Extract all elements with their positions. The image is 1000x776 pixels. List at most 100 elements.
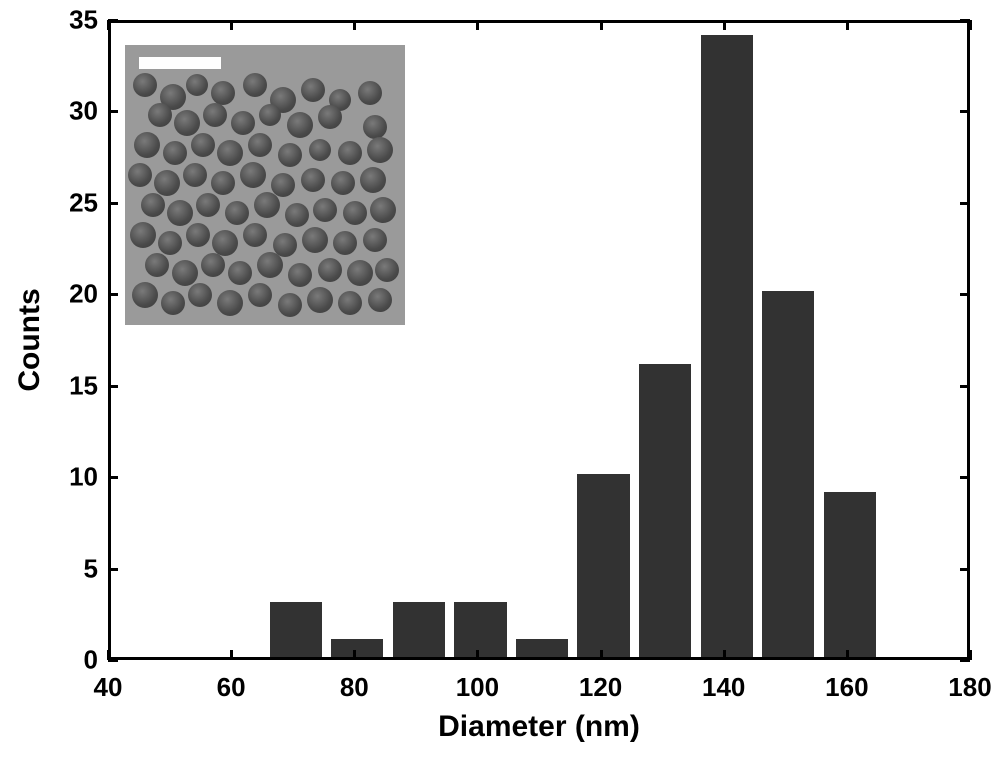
y-tick-right xyxy=(960,19,970,22)
nanoparticle xyxy=(158,231,182,255)
nanoparticle xyxy=(203,103,227,127)
x-tick-top xyxy=(723,20,726,30)
x-tick-top xyxy=(476,20,479,30)
nanoparticle xyxy=(201,253,225,277)
nanoparticle xyxy=(307,287,333,313)
nanoparticle xyxy=(186,74,208,96)
x-tick-label: 120 xyxy=(579,672,622,703)
nanoparticle xyxy=(331,171,355,195)
x-tick xyxy=(230,650,233,660)
nanoparticle xyxy=(183,163,207,187)
x-tick-top xyxy=(230,20,233,30)
y-tick-right xyxy=(960,202,970,205)
nanoparticle xyxy=(188,283,212,307)
nanoparticle xyxy=(271,173,295,197)
figure-container: Counts Diameter (nm) 4060801001201401601… xyxy=(0,0,1000,776)
x-tick-top xyxy=(353,20,356,30)
nanoparticle xyxy=(217,290,243,316)
nanoparticle xyxy=(186,223,210,247)
nanoparticle xyxy=(132,282,158,308)
nanoparticle xyxy=(259,104,281,126)
x-tick xyxy=(846,650,849,660)
nanoparticle xyxy=(367,137,393,163)
y-tick xyxy=(108,110,118,113)
nanoparticle xyxy=(278,293,302,317)
nanoparticle xyxy=(370,197,396,223)
nanoparticle xyxy=(363,228,387,252)
nanoparticle xyxy=(254,192,280,218)
x-tick xyxy=(600,650,603,660)
nanoparticle xyxy=(167,200,193,226)
x-tick-label: 40 xyxy=(94,672,123,703)
nanoparticle xyxy=(211,81,235,105)
nanoparticle xyxy=(358,81,382,105)
x-axis-label: Diameter (nm) xyxy=(438,710,640,744)
y-tick-label: 0 xyxy=(58,645,98,676)
histogram-bar xyxy=(454,602,506,657)
y-tick xyxy=(108,202,118,205)
y-tick xyxy=(108,476,118,479)
nanoparticle xyxy=(333,231,357,255)
nanoparticle xyxy=(228,261,252,285)
y-tick-label: 20 xyxy=(58,279,98,310)
x-tick-label: 180 xyxy=(948,672,991,703)
nanoparticle xyxy=(248,283,272,307)
histogram-bar xyxy=(762,291,814,657)
nanoparticle xyxy=(225,201,249,225)
y-tick-label: 5 xyxy=(58,553,98,584)
nanoparticle xyxy=(174,110,200,136)
nanoparticle xyxy=(231,111,255,135)
y-tick xyxy=(108,659,118,662)
nanoparticle xyxy=(243,223,267,247)
nanoparticle xyxy=(128,163,152,187)
nanoparticle xyxy=(240,162,266,188)
y-tick-right xyxy=(960,293,970,296)
nanoparticle xyxy=(154,170,180,196)
y-tick xyxy=(108,385,118,388)
nanoparticle xyxy=(257,252,283,278)
y-tick xyxy=(108,293,118,296)
nanoparticle xyxy=(360,167,386,193)
y-tick-label: 10 xyxy=(58,462,98,493)
y-tick-right xyxy=(960,659,970,662)
histogram-bar xyxy=(516,639,568,657)
nanoparticle xyxy=(161,291,185,315)
histogram-bar xyxy=(331,639,383,657)
nanoparticle xyxy=(318,258,342,282)
nanoparticle xyxy=(343,201,367,225)
nanoparticle xyxy=(145,253,169,277)
nanoparticle xyxy=(130,222,156,248)
x-tick-top xyxy=(600,20,603,30)
nanoparticle xyxy=(133,73,157,97)
x-tick-label: 160 xyxy=(825,672,868,703)
nanoparticle xyxy=(318,105,342,129)
histogram-bar xyxy=(639,364,691,657)
nanoparticle xyxy=(287,112,313,138)
y-tick xyxy=(108,19,118,22)
y-tick-right xyxy=(960,385,970,388)
nanoparticle xyxy=(191,133,215,157)
x-tick xyxy=(723,650,726,660)
nanoparticle xyxy=(278,143,302,167)
y-tick-label: 25 xyxy=(58,187,98,218)
nanoparticle xyxy=(196,193,220,217)
nanoparticle xyxy=(313,198,337,222)
y-tick-label: 35 xyxy=(58,5,98,36)
nanoparticle xyxy=(301,168,325,192)
inset-tem-image xyxy=(125,45,405,325)
x-tick-label: 60 xyxy=(217,672,246,703)
scalebar xyxy=(139,57,221,69)
nanoparticle xyxy=(163,141,187,165)
nanoparticle xyxy=(141,193,165,217)
x-tick-label: 80 xyxy=(340,672,369,703)
nanoparticle xyxy=(217,140,243,166)
x-tick xyxy=(353,650,356,660)
x-tick-label: 100 xyxy=(456,672,499,703)
nanoparticle xyxy=(302,227,328,253)
nanoparticle xyxy=(134,132,160,158)
nanoparticle xyxy=(309,139,331,161)
x-tick xyxy=(476,650,479,660)
histogram-bar xyxy=(577,474,629,657)
nanoparticle xyxy=(338,141,362,165)
nanoparticle xyxy=(172,260,198,286)
